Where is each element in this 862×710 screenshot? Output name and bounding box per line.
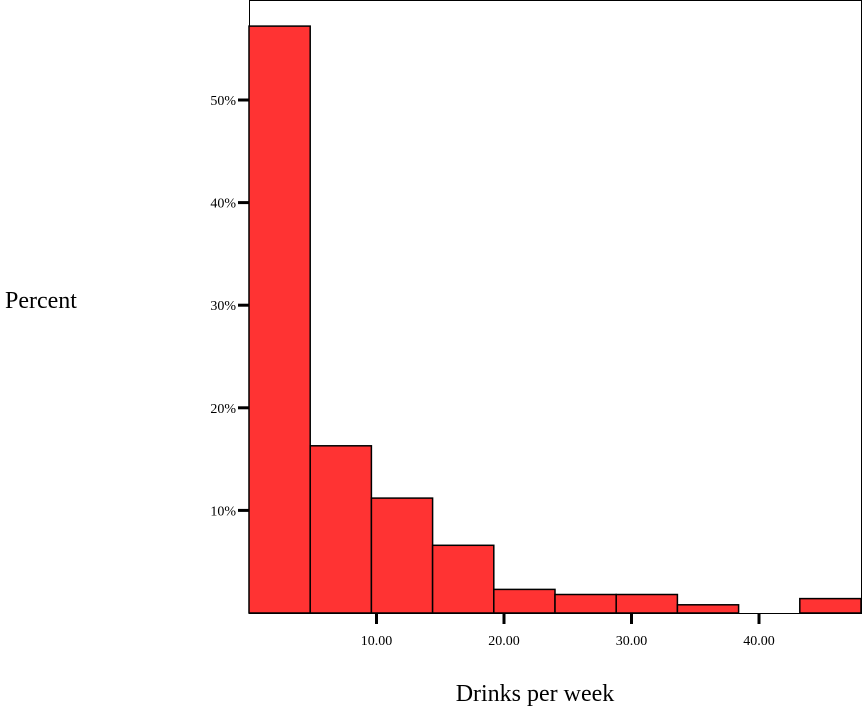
histogram-bar-2 <box>309 445 373 614</box>
y-tick-label: 40% <box>210 197 236 212</box>
histogram-bar-6 <box>554 593 617 614</box>
histogram-bar-4 <box>431 544 495 614</box>
bars-group <box>248 25 862 614</box>
x-tick-label: 10.00 <box>361 634 393 649</box>
x-tick-label: 40.00 <box>743 634 775 649</box>
histogram-bar-5 <box>493 588 556 614</box>
histogram-bar-10 <box>799 597 862 614</box>
y-axis-title: Percent <box>5 288 77 314</box>
y-tick-label: 10% <box>210 504 236 519</box>
x-tick-label: 30.00 <box>616 634 648 649</box>
y-axis-ticks: 10% 20% 30% 40% 50% <box>210 94 249 519</box>
x-tick-label: 20.00 <box>488 634 520 649</box>
x-axis-title: Drinks per week <box>456 681 615 707</box>
histogram-bar-1 <box>248 25 311 614</box>
y-tick-label: 50% <box>210 94 236 109</box>
histogram-bar-3 <box>370 497 434 614</box>
histogram-bar-7 <box>615 593 679 614</box>
histogram-bar-8 <box>676 604 740 614</box>
y-tick-label: 30% <box>210 299 236 314</box>
x-axis-ticks: 10.00 20.00 30.00 40.00 <box>361 613 775 649</box>
y-tick-label: 20% <box>210 402 236 417</box>
